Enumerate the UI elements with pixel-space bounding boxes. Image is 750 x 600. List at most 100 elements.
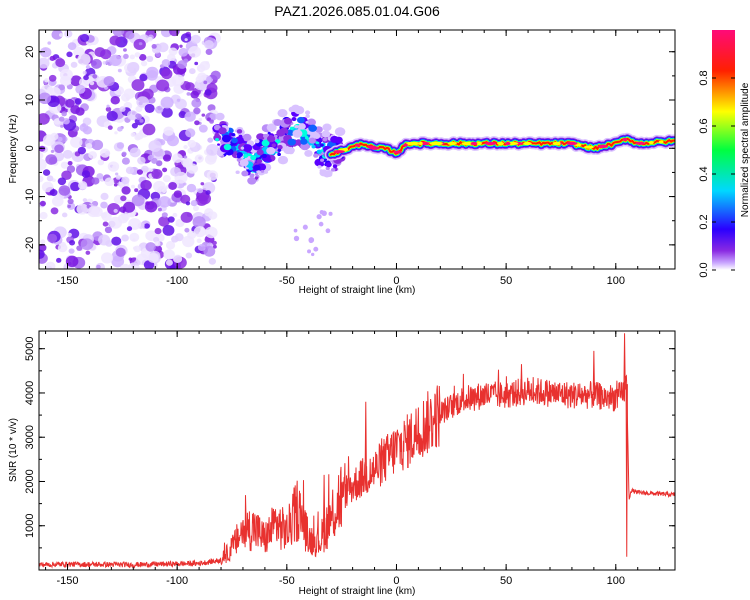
noise-blob: [182, 182, 187, 186]
noise-blob: [117, 126, 123, 132]
noise-blob: [198, 192, 212, 205]
onset-blob: [256, 158, 263, 164]
noise-blob: [185, 201, 191, 206]
noise-blob: [185, 128, 196, 138]
noise-blob: [126, 226, 133, 232]
noise-blob: [165, 241, 176, 250]
onset-blob: [334, 127, 346, 137]
noise-region: [39, 30, 221, 269]
onset-blob: [297, 116, 305, 124]
noise-blob: [103, 75, 115, 87]
noise-blob: [49, 189, 58, 197]
onset-blob: [326, 172, 333, 177]
noise-blob: [142, 123, 156, 136]
noise-blob: [194, 61, 199, 66]
onset-blob: [248, 166, 253, 171]
noise-blob: [82, 117, 92, 126]
onset-blob: [236, 151, 243, 158]
snr-spike: [322, 474, 326, 532]
noise-blob: [131, 184, 136, 189]
onset-blob: [221, 134, 232, 143]
onset-blob: [300, 138, 308, 145]
noise-blob: [157, 207, 162, 212]
noise-blob: [186, 183, 197, 193]
x-tick-label: -150: [56, 575, 78, 587]
noise-blob: [131, 122, 138, 129]
onset-blob: [274, 134, 278, 138]
onset-blob: [247, 176, 257, 185]
colorbar-tick-label: 0.2: [698, 214, 710, 229]
onset-blob: [253, 164, 261, 171]
onset-blob: [241, 170, 249, 177]
onset-blob: [240, 146, 245, 150]
x-tick-label: -150: [56, 275, 78, 287]
noise-blob: [76, 245, 83, 251]
noise-blob: [121, 234, 129, 242]
noise-blob: [185, 252, 193, 259]
noise-blob: [201, 113, 206, 117]
onset-blob: [261, 139, 270, 147]
x-tick-label: 100: [607, 575, 625, 587]
carrier-region: [324, 132, 675, 161]
noise-blob: [136, 169, 144, 175]
noise-blob: [75, 84, 86, 94]
noise-blob: [145, 201, 150, 206]
noise-blob: [48, 156, 58, 165]
onset-blob: [261, 153, 267, 159]
carrier-peak: [648, 140, 654, 145]
snr-x-ticks: -150 -100 -50 0 50 100: [45, 331, 661, 587]
noise-blob: [168, 182, 177, 190]
noise-blob: [155, 105, 164, 114]
onset-region: [212, 104, 346, 257]
onset-stray-dot: [293, 235, 300, 242]
onset-stray-dot: [310, 252, 315, 257]
carrier-peak: [470, 141, 478, 146]
spectrogram-x-label: Height of straight line (km): [299, 285, 416, 296]
noise-blob: [61, 212, 68, 218]
noise-blob: [197, 188, 204, 194]
noise-blob: [206, 170, 219, 181]
noise-blob: [67, 160, 73, 166]
noise-blob: [171, 74, 185, 87]
noise-blob: [121, 176, 130, 185]
x-tick-label: -100: [166, 275, 188, 287]
onset-blob: [276, 129, 286, 137]
noise-blob: [154, 241, 161, 247]
noise-blob: [39, 47, 52, 58]
onset-blob: [250, 173, 255, 178]
onset-blob: [320, 149, 324, 152]
noise-blob: [121, 157, 130, 165]
noise-blob: [82, 70, 87, 75]
noise-blob: [39, 200, 46, 207]
noise-blob: [56, 257, 62, 263]
noise-blob: [121, 151, 127, 157]
colorbar-tick-label: 0.6: [698, 118, 710, 133]
noise-blob: [162, 224, 175, 236]
noise-blob: [115, 247, 126, 257]
noise-blob: [194, 120, 200, 126]
carrier-peak: [476, 141, 482, 146]
noise-blob: [90, 58, 102, 69]
noise-blob: [57, 243, 68, 253]
noise-blob: [39, 249, 45, 259]
carrier-peak: [461, 141, 474, 146]
noise-blob: [171, 235, 179, 243]
x-tick-label: 50: [500, 275, 512, 287]
onset-blob: [231, 132, 236, 137]
onset-blob: [294, 106, 305, 115]
noise-blob: [88, 151, 97, 160]
noise-blob: [187, 230, 197, 240]
y-tick-label: 4000: [24, 381, 36, 405]
noise-blob: [123, 48, 127, 52]
noise-blob: [112, 30, 125, 37]
noise-blob: [78, 181, 88, 190]
noise-blob: [115, 175, 121, 180]
onset-blob: [262, 133, 269, 139]
noise-blob: [92, 74, 98, 79]
noise-blob: [163, 126, 174, 136]
noise-blob: [51, 30, 63, 40]
noise-blob: [158, 196, 171, 208]
noise-blob: [135, 113, 141, 119]
noise-blob: [204, 39, 214, 49]
noise-blob: [153, 180, 166, 193]
